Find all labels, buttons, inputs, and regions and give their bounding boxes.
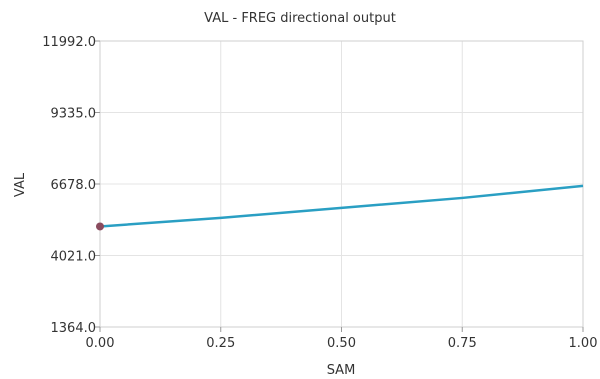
x-tick-label: 1.00: [569, 336, 598, 351]
grid-lines: [99, 40, 584, 328]
chart-title: VAL - FREG directional output: [204, 11, 396, 26]
x-axis-label: SAM: [327, 363, 356, 378]
series-line: [99, 184, 584, 228]
x-tick-label: 0.25: [206, 336, 235, 351]
x-tick-label: 0.00: [86, 336, 115, 351]
y-tick-label: 11992.0: [42, 35, 96, 50]
y-tick-label: 6678.0: [51, 178, 97, 193]
y-axis-label: VAL: [13, 172, 28, 197]
start-point-marker: [96, 222, 104, 231]
y-tick-label: 9335.0: [51, 107, 97, 122]
y-tick-label: 4021.0: [51, 250, 97, 265]
y-tick-label: 1364.0: [51, 321, 97, 336]
x-tick-label: 0.75: [448, 336, 477, 351]
x-axis-ticks: 0.00 0.25 0.50 0.75 1.00: [86, 327, 598, 351]
x-tick-label: 0.50: [327, 336, 356, 351]
y-axis-ticks: 1364.0 4021.0 6678.0 9335.0 11992.0: [42, 35, 100, 336]
series-layer: [96, 184, 584, 231]
